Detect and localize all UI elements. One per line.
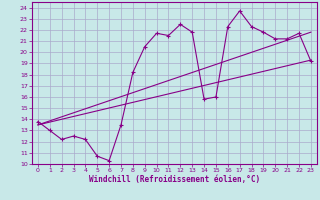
X-axis label: Windchill (Refroidissement éolien,°C): Windchill (Refroidissement éolien,°C) xyxy=(89,175,260,184)
